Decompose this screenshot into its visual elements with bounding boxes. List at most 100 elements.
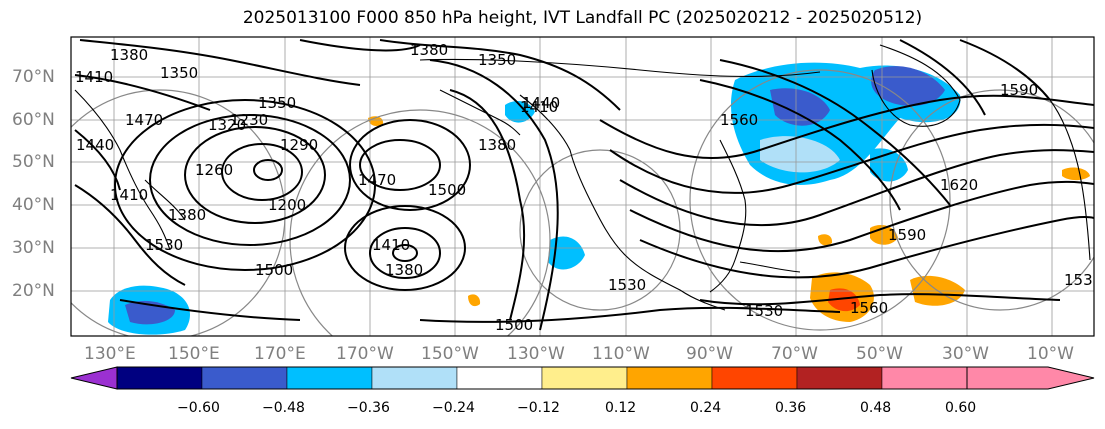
- graticule: [71, 37, 1094, 336]
- contour-low-center-2: [392, 244, 418, 262]
- contour-label: 1200: [268, 196, 306, 214]
- ivt-negative-alaska: [505, 100, 535, 123]
- lat-label: 60°N: [12, 110, 55, 130]
- contour-label: 1260: [195, 161, 233, 179]
- colorbar-tick-label: 0.48: [860, 400, 892, 416]
- lon-label: 10°W: [1027, 344, 1074, 364]
- ivt-positive-pacific-small: [468, 294, 481, 307]
- lon-label: 150°W: [421, 344, 479, 364]
- contour-label: 1590: [1000, 81, 1038, 99]
- contour-northeast-2: [959, 39, 1051, 101]
- ivt-negative-mexico: [548, 236, 585, 270]
- colorbar-tick-label: −0.24: [432, 400, 475, 416]
- contour-label: 1290: [280, 136, 318, 154]
- contour-east-3: [619, 149, 1094, 227]
- range-ring-5: [889, 89, 1094, 311]
- contour-label: 1560: [720, 111, 758, 129]
- lat-label: 30°N: [12, 238, 55, 258]
- colorbar-tick-label: 0.24: [690, 400, 722, 416]
- lon-label: 130°E: [84, 344, 136, 364]
- contour-label: 1380: [168, 206, 206, 224]
- colorbar-tick-label: −0.12: [517, 400, 560, 416]
- contour-label: 1440: [76, 136, 114, 154]
- contour-label: 1380: [385, 261, 423, 279]
- range-ring-3: [519, 149, 681, 311]
- contour-low-center-1: [253, 159, 283, 181]
- contour-trough-west: [299, 39, 421, 52]
- contour-label: 1500: [495, 316, 533, 334]
- lon-label: 70°W: [771, 344, 818, 364]
- contour-east-5: [639, 216, 1094, 279]
- contour-canada-2: [719, 59, 951, 206]
- contour-low-ring-7: [344, 205, 466, 291]
- contour-east-1: [599, 94, 1094, 160]
- contour-northwest-1: [79, 39, 361, 86]
- contour-label: 1560: [850, 299, 888, 317]
- colorbar-tick-label: −0.60: [177, 400, 220, 416]
- coastline-caribbean: [739, 261, 801, 273]
- lat-label: 40°N: [12, 195, 55, 215]
- contour-high-ring-1: [359, 139, 441, 191]
- lat-label: 20°N: [12, 281, 55, 301]
- coastline-alaska: [439, 89, 521, 136]
- lat-label: 70°N: [12, 67, 55, 87]
- colorbar-tick-label: 0.12: [605, 400, 637, 416]
- contour-label: 1380: [478, 136, 516, 154]
- contour-label: 1350: [160, 64, 198, 82]
- map-title: 2025013100 F000 850 hPa height, IVT Land…: [242, 8, 923, 28]
- contour-label: 1410: [75, 68, 113, 86]
- contour-west-1: [74, 129, 121, 191]
- lon-label: 90°W: [686, 344, 733, 364]
- contour-low-ring-6: [369, 227, 441, 279]
- ivt-positive-south-atlantic: [818, 234, 833, 246]
- contour-label: 1530: [745, 302, 783, 320]
- coastline-arctic: [419, 58, 821, 78]
- coastline-europe-west: [1049, 99, 1091, 261]
- contour-low-ring-2: [221, 143, 303, 201]
- contour-labels: 1380 1350 1410 1470 1440 1320 1350 1290 …: [75, 41, 1102, 334]
- contour-west-2: [74, 184, 186, 286]
- contour-northwest-2: [74, 74, 211, 111]
- lon-label: 170°W: [336, 344, 394, 364]
- contour-label: 1410: [110, 186, 148, 204]
- colorbar-tick-label: −0.48: [262, 400, 305, 416]
- coastline-greenland: [871, 44, 961, 127]
- contour-south-1: [699, 293, 1061, 306]
- contour-label: 1590: [888, 226, 926, 244]
- contour-label: 1530: [1064, 271, 1102, 289]
- range-ring-4: [689, 69, 951, 331]
- coastlines: [74, 44, 1091, 311]
- contour-label: 1380: [110, 46, 148, 64]
- contour-label: 1500: [255, 261, 293, 279]
- colorbar-tick-label: 0.60: [945, 400, 977, 416]
- contour-label: 1320: [208, 116, 246, 134]
- contour-label: 1470: [125, 111, 163, 129]
- contour-label: 1350: [478, 51, 516, 69]
- colorbar-tick-label: 0.36: [775, 400, 807, 416]
- contour-label: 1410: [520, 98, 558, 116]
- contour-canada-1: [699, 79, 901, 211]
- coastline-japan: [144, 179, 186, 221]
- contour-low-ring-4: [149, 114, 351, 246]
- ivt-negative-canada: [770, 88, 830, 126]
- contour-label: 1410: [372, 236, 410, 254]
- ivt-strong-positive-atlantic: [828, 288, 860, 312]
- contour-ridge-1: [449, 89, 526, 321]
- coastline-north-america-west: [519, 94, 726, 311]
- contour-label: 1530: [608, 276, 646, 294]
- map-frame: [70, 36, 1095, 337]
- contour-south-2: [419, 306, 841, 323]
- contour-label: 1500: [428, 181, 466, 199]
- colorbar-tick-label: −0.36: [347, 400, 390, 416]
- contour-label: 1530: [145, 236, 183, 254]
- lon-label: 110°W: [592, 344, 650, 364]
- range-ring-1: [71, 89, 286, 336]
- contour-label: 1440: [522, 94, 560, 112]
- ivt-strong-negative-greenland: [871, 66, 945, 106]
- lon-label: 170°E: [254, 344, 306, 364]
- coastline-asia-east: [74, 89, 171, 251]
- range-rings: [71, 69, 1094, 336]
- ivt-positive-east-atlantic: [1062, 167, 1090, 181]
- contour-east-4: [629, 180, 1094, 253]
